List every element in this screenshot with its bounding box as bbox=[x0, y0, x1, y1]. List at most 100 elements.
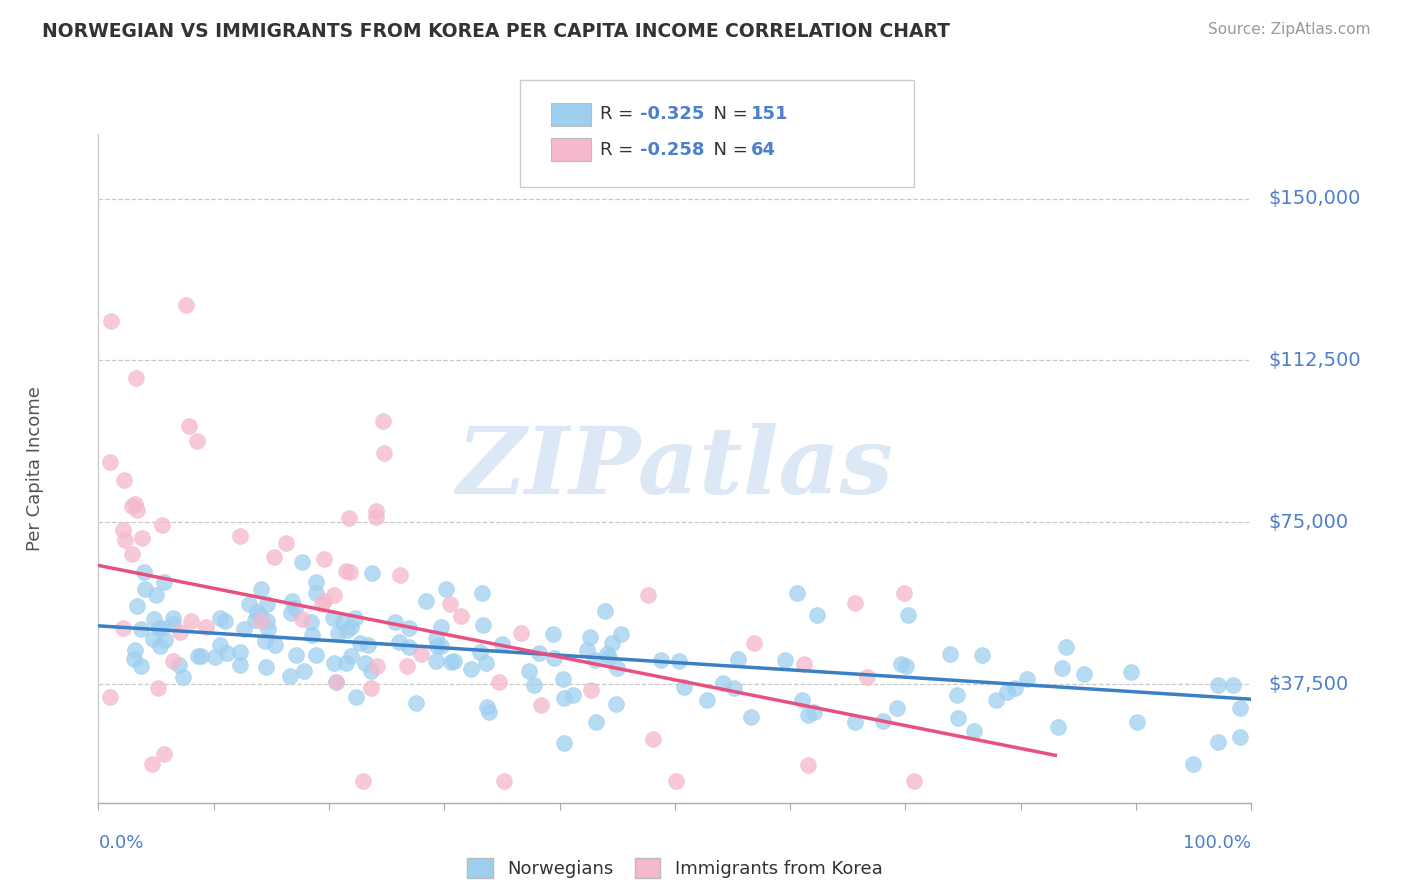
Point bbox=[727, 652, 749, 666]
Point bbox=[238, 598, 260, 612]
Point bbox=[606, 661, 628, 675]
Point bbox=[186, 434, 208, 448]
Point bbox=[491, 637, 513, 651]
Point bbox=[384, 615, 406, 629]
Point bbox=[325, 675, 347, 690]
Text: ZIPatlas: ZIPatlas bbox=[457, 424, 893, 513]
Point bbox=[579, 630, 602, 644]
Point bbox=[152, 574, 174, 589]
Point bbox=[340, 649, 363, 664]
Point bbox=[366, 659, 388, 673]
Point bbox=[844, 596, 866, 610]
Point bbox=[150, 621, 173, 635]
Point bbox=[650, 653, 672, 667]
Point bbox=[141, 632, 163, 647]
Text: -0.325: -0.325 bbox=[640, 105, 704, 123]
Point bbox=[1206, 678, 1229, 692]
Point bbox=[430, 620, 453, 634]
Point bbox=[1181, 756, 1204, 771]
Point bbox=[723, 681, 745, 696]
Point bbox=[1054, 640, 1077, 655]
Point bbox=[246, 605, 269, 619]
Point bbox=[177, 418, 200, 433]
Point bbox=[357, 639, 380, 653]
Point bbox=[637, 588, 659, 602]
Point bbox=[284, 600, 307, 615]
Point bbox=[598, 650, 620, 665]
Point bbox=[340, 620, 363, 634]
Point bbox=[312, 594, 335, 608]
Point bbox=[593, 604, 616, 618]
Point bbox=[793, 657, 815, 671]
Point bbox=[411, 647, 433, 661]
Point bbox=[553, 691, 575, 706]
Point bbox=[596, 647, 619, 661]
Point bbox=[249, 582, 271, 597]
Text: $112,500: $112,500 bbox=[1268, 351, 1361, 370]
Text: $75,000: $75,000 bbox=[1268, 513, 1348, 532]
Point bbox=[344, 690, 367, 705]
Point bbox=[995, 685, 1018, 699]
Text: $37,500: $37,500 bbox=[1268, 674, 1348, 694]
Point bbox=[388, 567, 411, 582]
Point bbox=[208, 638, 231, 652]
Point bbox=[280, 607, 302, 621]
Point bbox=[276, 536, 298, 550]
Point bbox=[562, 688, 585, 702]
Point bbox=[425, 632, 447, 646]
Text: R =: R = bbox=[600, 105, 640, 123]
Point bbox=[148, 621, 170, 635]
Point bbox=[145, 588, 167, 602]
Point bbox=[322, 588, 344, 602]
Point bbox=[665, 774, 688, 789]
Point bbox=[291, 555, 314, 569]
Point bbox=[335, 564, 357, 578]
Point bbox=[797, 707, 820, 722]
Point bbox=[415, 594, 437, 608]
Point bbox=[311, 597, 333, 611]
Point bbox=[398, 640, 420, 654]
Point bbox=[263, 638, 285, 652]
Text: NORWEGIAN VS IMMIGRANTS FROM KOREA PER CAPITA INCOME CORRELATION CHART: NORWEGIAN VS IMMIGRANTS FROM KOREA PER C… bbox=[42, 22, 950, 41]
Point bbox=[1119, 665, 1142, 679]
Point bbox=[494, 774, 516, 789]
Point bbox=[121, 499, 143, 513]
Point bbox=[131, 622, 153, 636]
Point bbox=[162, 611, 184, 625]
Point bbox=[349, 636, 371, 650]
Point bbox=[100, 314, 122, 328]
Point bbox=[249, 609, 271, 624]
Text: Per Capita Income: Per Capita Income bbox=[25, 386, 44, 550]
Point bbox=[575, 643, 598, 657]
Point bbox=[129, 659, 152, 673]
Point bbox=[301, 628, 323, 642]
Point bbox=[114, 533, 136, 548]
Point bbox=[939, 648, 962, 662]
Point bbox=[475, 700, 498, 714]
Point bbox=[253, 633, 276, 648]
Point bbox=[740, 710, 762, 724]
Point bbox=[1229, 730, 1251, 744]
Point bbox=[872, 714, 894, 728]
Point bbox=[803, 705, 825, 719]
Point bbox=[229, 645, 252, 659]
Point bbox=[605, 698, 627, 712]
Point bbox=[1206, 735, 1229, 749]
Point bbox=[551, 672, 574, 686]
Point bbox=[281, 593, 304, 607]
Point bbox=[149, 639, 172, 653]
Point bbox=[388, 635, 411, 649]
Point bbox=[172, 670, 194, 684]
Text: $150,000: $150,000 bbox=[1268, 189, 1361, 208]
Point bbox=[1050, 661, 1073, 675]
Point bbox=[610, 627, 633, 641]
Point bbox=[668, 654, 690, 668]
Point bbox=[112, 621, 135, 635]
Point bbox=[792, 692, 814, 706]
Point bbox=[434, 582, 457, 596]
Point bbox=[1126, 715, 1149, 730]
Point bbox=[124, 643, 146, 657]
Text: N =: N = bbox=[702, 141, 754, 159]
Point bbox=[352, 774, 374, 789]
Point bbox=[1004, 681, 1026, 695]
